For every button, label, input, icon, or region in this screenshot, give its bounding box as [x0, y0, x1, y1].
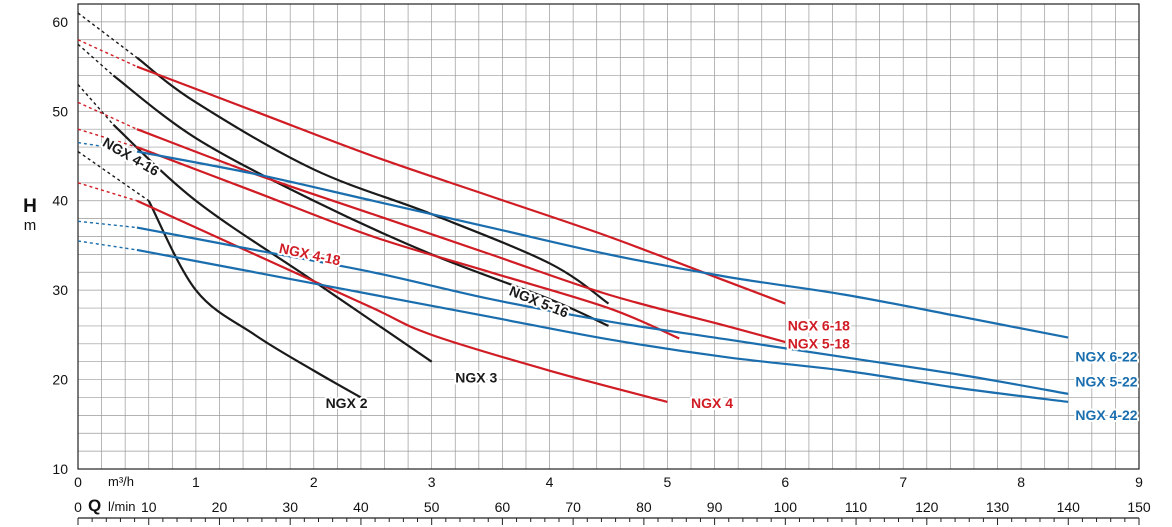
x-tick-label-lmin: 90 [707, 499, 723, 515]
curve-ngx-3-extrapolated [77, 84, 114, 126]
plot-frame [77, 3, 1140, 470]
y-tick-label: 20 [52, 372, 68, 388]
x-axis-top-unit: m³/h [108, 474, 134, 489]
axis-titles: H m m³/h Q l/min [23, 196, 135, 515]
y-tick-label: 60 [52, 14, 68, 30]
x-tick-label-m3h: 7 [899, 474, 907, 490]
curve-label-ngx-3: NGX 3 [455, 369, 497, 385]
curve-ngx-4-18 [136, 146, 680, 340]
curve-label-ngx-4: NGX 4 [691, 395, 733, 411]
curve-ngx-4-extrapolated [77, 182, 138, 202]
x-tick-label-lmin: 20 [212, 499, 228, 515]
y-tick-label: 30 [52, 282, 68, 298]
curve-label-ngx-5-18: NGX 5-18 [788, 335, 850, 351]
curve-ngx-2 [147, 200, 362, 399]
x-axis-ticks-lmin: 0 10 20 30 40 50 60 70 80 90 100 110 120 130 140 150 [74, 499, 1151, 525]
x-tick-label-m3h: 3 [428, 474, 436, 490]
x-tick-label-lmin: 10 [141, 499, 157, 515]
x-tick-label-lmin: 110 [845, 499, 868, 515]
curve-ngx-4-16-extrapolated [77, 43, 114, 77]
curve-ngx-5-18-extrapolated [77, 101, 138, 130]
curve-label-ngx-5-16: NGX 5-16 [507, 283, 571, 321]
x-tick-label-lmin: 40 [353, 499, 369, 515]
x-axis-ticks-m3h: 0 1 2 3 4 5 6 7 8 9 [74, 474, 1143, 490]
curve-label-ngx-5-22: NGX 5-22 [1075, 374, 1137, 390]
curve-ngx-4-22-extrapolated [77, 240, 138, 251]
x-tick-label-m3h: 5 [664, 474, 672, 490]
y-axis-ticks: 10 20 30 40 50 60 [52, 14, 68, 477]
grid [78, 3, 1139, 469]
curve-ngx-3 [112, 123, 433, 363]
x-tick-label-lmin: 100 [774, 499, 798, 515]
curve-ngx-5-22 [136, 226, 1069, 395]
curve-ngx-4-16 [112, 74, 609, 327]
x-tick-label-m3h: 9 [1135, 474, 1143, 490]
x-tick-label-m3h: 8 [1017, 474, 1025, 490]
x-tick-label-m3h: 2 [310, 474, 318, 490]
curve-ngx-6-18-extrapolated [77, 39, 138, 68]
curve-label-ngx-4-22: NGX 4-22 [1075, 407, 1137, 423]
curve-ngx-5-22-extrapolated [77, 220, 138, 229]
y-tick-label: 40 [52, 193, 68, 209]
curve-ngx-6-22 [136, 150, 1069, 339]
y-axis-unit: m [24, 217, 37, 234]
curve-ngx-5-16 [136, 56, 610, 305]
x-tick-label-m3h: 6 [781, 474, 789, 490]
x-tick-label-lmin: 130 [986, 499, 1010, 515]
y-tick-label: 10 [52, 461, 68, 477]
curves [77, 12, 1069, 404]
x-tick-label-lmin: 0 [74, 499, 82, 515]
curve-ngx-4-22 [136, 248, 1069, 404]
x-tick-label-m3h: 1 [192, 474, 200, 490]
curve-label-ngx-2: NGX 2 [326, 395, 368, 411]
x-axis-bottom-symbol: Q [88, 496, 101, 515]
y-tick-label: 50 [52, 103, 68, 119]
curve-ngx-5-16-extrapolated [77, 12, 138, 59]
x-tick-label-lmin: 150 [1127, 499, 1151, 515]
x-tick-label-lmin: 50 [424, 499, 440, 515]
x-tick-label-lmin: 60 [495, 499, 511, 515]
x-tick-label-lmin: 80 [636, 499, 652, 515]
x-tick-label-m3h: 0 [74, 474, 82, 490]
curve-ngx-6-22-extrapolated [77, 141, 138, 153]
x-tick-label-lmin: 70 [565, 499, 581, 515]
x-tick-label-lmin: 140 [1057, 499, 1081, 515]
curve-label-ngx-6-18: NGX 6-18 [788, 317, 850, 333]
x-tick-label-m3h: 4 [546, 474, 554, 490]
curve-label-ngx-6-22: NGX 6-22 [1075, 349, 1137, 365]
y-axis-symbol: H [23, 196, 37, 217]
x-tick-label-lmin: 30 [282, 499, 298, 515]
curve-ngx-2-extrapolated [77, 150, 150, 202]
x-tick-label-lmin: 120 [915, 499, 939, 515]
curve-ngx-4-18-extrapolated [77, 128, 138, 148]
x-axis-bottom-unit: l/min [108, 499, 135, 514]
